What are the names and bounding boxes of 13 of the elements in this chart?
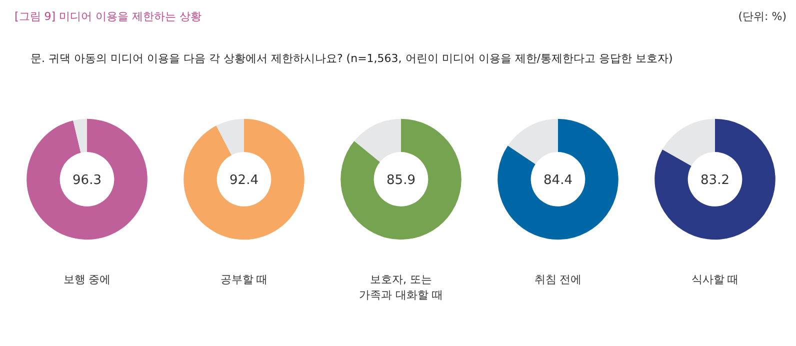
slice-label: 취침 전에 <box>534 273 582 286</box>
data-label: 96.3 <box>72 173 102 188</box>
data-label: 85.9 <box>386 173 416 188</box>
text: 문. 귀댁 아동의 미디어 이용을 다음 각 상황에서 제한하시나요? (n=1,563, 어린이 미디어 이용을 제한/통제한다고 응답한 보호자) <box>30 52 673 65</box>
data-label: 92.4 <box>230 173 258 188</box>
chart-title: [그림 9] 미디어 이용을 제한하는 상황 <box>14 10 202 23</box>
slice-label: 보호자, 또는 가족과 대화할 때 <box>359 273 444 302</box>
text: (단위: %) <box>738 10 787 23</box>
data-label: 84.4 <box>544 173 572 188</box>
slice-label: 보행 중에 <box>63 273 111 286</box>
data-label: 83.2 <box>700 173 730 188</box>
slice-label: 공부할 때 <box>220 273 268 286</box>
slice-label: 식사할 때 <box>691 273 739 286</box>
